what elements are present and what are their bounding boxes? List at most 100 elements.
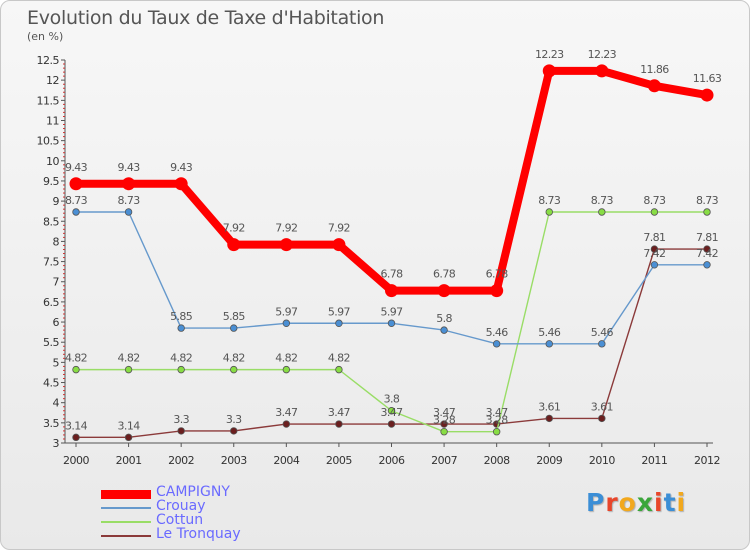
data-label-campigny: 9.43 (170, 161, 193, 174)
data-point-campigny (542, 64, 556, 78)
y-tick-label: 3.5 (43, 417, 59, 430)
x-tick-label: 2002 (168, 454, 194, 467)
data-label-cottun: 8.73 (591, 194, 614, 207)
logo-letter: x (636, 488, 654, 517)
data-point-cottun (703, 208, 711, 216)
y-tick-label: 12 (46, 74, 59, 87)
data-label-cottun: 4.82 (328, 352, 350, 365)
data-label-campigny: 11.63 (693, 72, 722, 85)
logo-letter: o (618, 488, 637, 517)
data-label-campigny: 7.92 (275, 222, 297, 235)
data-label-le-tronquay: 3.47 (380, 406, 403, 419)
logo-letter: r (605, 488, 619, 517)
data-point-le-tronquay (598, 414, 606, 423)
data-point-cottun (650, 208, 659, 216)
logo-letter: P (586, 488, 606, 517)
x-tick-label: 2008 (484, 454, 510, 467)
data-label-le-tronquay: 3.61 (591, 400, 613, 413)
legend-swatch-cottun (101, 521, 151, 523)
data-label-crouay: 5.8 (436, 312, 452, 325)
x-tick-label: 2011 (641, 454, 667, 467)
data-point-le-tronquay (282, 420, 291, 428)
data-labels-layer: 3.14 3.14 3.3 3.3 3.47 3.47 3.47 3.47 3.47 3.61 3.… (65, 48, 722, 432)
y-tick-label: 3 (53, 437, 60, 450)
data-label-le-tronquay: 7.81 (643, 231, 665, 244)
logo-letter: t (663, 488, 677, 517)
data-point-crouay (598, 340, 606, 348)
data-point-campigny (332, 238, 346, 252)
y-tick-label: 8.5 (43, 215, 59, 228)
data-point-le-tronquay (335, 420, 343, 428)
data-point-le-tronquay (124, 433, 133, 442)
data-label-le-tronquay: 3.14 (118, 419, 141, 432)
data-label-cottun: 8.73 (538, 194, 561, 207)
legend-item-campigny[interactable]: CAMPIGNY (101, 484, 321, 501)
data-label-crouay: 5.97 (275, 305, 298, 318)
x-tick-label: 2012 (694, 454, 720, 467)
x-tick-label: 2005 (326, 454, 352, 467)
x-tick-label: 2010 (589, 454, 615, 467)
data-point-campigny (700, 88, 714, 102)
data-label-le-tronquay: 3.47 (275, 406, 298, 419)
data-label-crouay: 5.97 (328, 305, 351, 318)
data-label-le-tronquay: 3.61 (538, 400, 560, 413)
data-label-campigny: 11.86 (640, 63, 669, 76)
y-tick-label: 6 (53, 316, 60, 329)
data-label-le-tronquay: 3.47 (433, 406, 456, 419)
x-tick-label: 2004 (273, 454, 299, 467)
data-label-le-tronquay: 7.81 (696, 231, 718, 244)
data-label-cottun: 3.8 (384, 393, 400, 406)
data-point-crouay (492, 340, 501, 348)
data-point-campigny (174, 177, 188, 191)
data-point-crouay (650, 261, 659, 269)
legend-item-crouay[interactable]: Crouay (101, 498, 321, 515)
data-point-le-tronquay (72, 433, 80, 442)
data-point-campigny (279, 238, 293, 252)
series-line-campigny (72, 66, 711, 295)
data-point-crouay (230, 324, 238, 332)
data-point-cottun (545, 208, 553, 216)
legend-item-cottun[interactable]: Cottun (101, 512, 321, 529)
data-point-crouay (124, 208, 133, 216)
data-point-cottun (598, 208, 606, 216)
data-label-crouay: 5.85 (170, 310, 193, 323)
data-label-campigny: 6.78 (433, 268, 456, 281)
data-point-campigny (227, 238, 241, 252)
data-label-crouay: 5.85 (223, 310, 246, 323)
x-tick-label: 2006 (379, 454, 405, 467)
data-point-crouay (545, 340, 553, 348)
y-tick-label: 10 (46, 155, 59, 168)
data-label-crouay: 7.42 (643, 247, 665, 260)
y-tick-label: 6.5 (43, 296, 59, 309)
data-label-crouay: 7.42 (696, 247, 718, 260)
data-label-campigny: 9.43 (118, 161, 141, 174)
proxiti-logo: Proxiti (586, 488, 686, 517)
y-tick-label: 12.5 (37, 54, 60, 67)
y-tick-label: 4 (53, 397, 60, 410)
data-point-cottun (72, 365, 80, 374)
data-label-crouay: 8.73 (118, 194, 141, 207)
data-label-le-tronquay: 3.47 (486, 406, 509, 419)
data-point-cottun (282, 365, 291, 374)
data-point-le-tronquay (545, 414, 553, 423)
data-label-campigny: 6.78 (486, 268, 509, 281)
data-label-le-tronquay: 3.3 (173, 413, 189, 426)
data-label-crouay: 5.46 (591, 326, 614, 339)
chart-subtitle: (en %) (27, 30, 64, 43)
legend: CAMPIGNY Crouay Cottun Le Tronquay (101, 484, 321, 543)
data-label-le-tronquay: 3.47 (328, 406, 351, 419)
data-label-le-tronquay: 3.3 (226, 413, 242, 426)
data-point-cottun (335, 365, 343, 374)
legend-swatch-le-tronquay (101, 535, 151, 537)
legend-item-le-tronquay[interactable]: Le Tronquay (101, 526, 321, 543)
legend-label-campigny: CAMPIGNY (156, 484, 230, 500)
data-point-le-tronquay (650, 245, 659, 253)
data-point-crouay (72, 208, 80, 216)
data-label-campigny: 12.23 (588, 48, 617, 61)
data-label-cottun: 8.73 (696, 194, 719, 207)
data-point-cottun (124, 365, 133, 374)
x-tick-label: 2001 (116, 454, 142, 467)
y-tick-label: 11.5 (37, 94, 60, 107)
data-point-campigny (437, 284, 451, 298)
